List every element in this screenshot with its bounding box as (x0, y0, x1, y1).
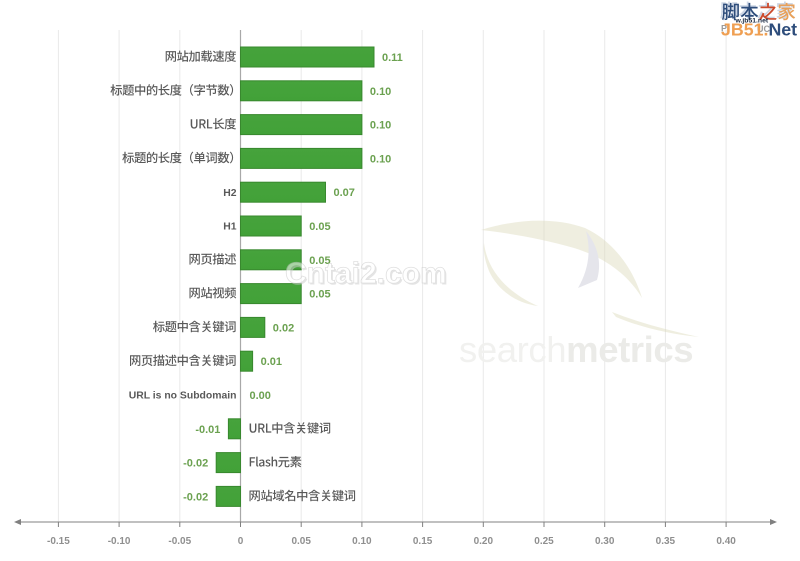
svg-text:JB51.Net: JB51.Net (721, 20, 797, 40)
svg-text:0.30: 0.30 (595, 536, 615, 547)
svg-text:searchmetrics: searchmetrics (459, 329, 693, 370)
svg-text:0.05: 0.05 (309, 255, 330, 267)
svg-text:-0.05: -0.05 (168, 536, 191, 547)
svg-text:Cntai2.com: Cntai2.com (287, 259, 449, 292)
svg-text:0.01: 0.01 (261, 356, 282, 368)
svg-text:-0.10: -0.10 (108, 536, 131, 547)
svg-text:-0.02: -0.02 (183, 458, 208, 470)
svg-text:UC: UC (757, 24, 770, 34)
svg-text:0.35: 0.35 (656, 536, 676, 547)
svg-text:0.02: 0.02 (273, 322, 294, 334)
svg-text:H2: H2 (223, 188, 237, 199)
svg-text:0.05: 0.05 (291, 536, 311, 547)
svg-text:0.05: 0.05 (309, 289, 330, 301)
svg-text:0.25: 0.25 (534, 536, 554, 547)
svg-text:0.10: 0.10 (370, 120, 391, 132)
svg-text:-0.15: -0.15 (47, 536, 70, 547)
svg-text:0.15: 0.15 (413, 536, 433, 547)
svg-text:-0.01: -0.01 (195, 424, 220, 436)
svg-text:0.11: 0.11 (382, 52, 403, 64)
svg-text:0.20: 0.20 (474, 536, 494, 547)
svg-text:0.05: 0.05 (309, 221, 330, 233)
svg-text:0.10: 0.10 (370, 153, 391, 165)
svg-text:-0.02: -0.02 (183, 491, 208, 503)
svg-text:0.40: 0.40 (716, 536, 736, 547)
svg-text:Cntai2.com: Cntai2.com (285, 257, 447, 290)
svg-text:0.10: 0.10 (352, 536, 372, 547)
svg-text:PI: PI (721, 24, 730, 34)
svg-text:0.00: 0.00 (250, 390, 271, 402)
svg-text:H1: H1 (223, 222, 237, 233)
svg-text:0: 0 (238, 536, 244, 547)
svg-text:URL is no Subdomain: URL is no Subdomain (129, 391, 237, 402)
svg-text:0.10: 0.10 (370, 86, 391, 98)
svg-text:0.07: 0.07 (334, 187, 355, 199)
svg-text:w.jb51.net: w.jb51.net (735, 17, 769, 24)
